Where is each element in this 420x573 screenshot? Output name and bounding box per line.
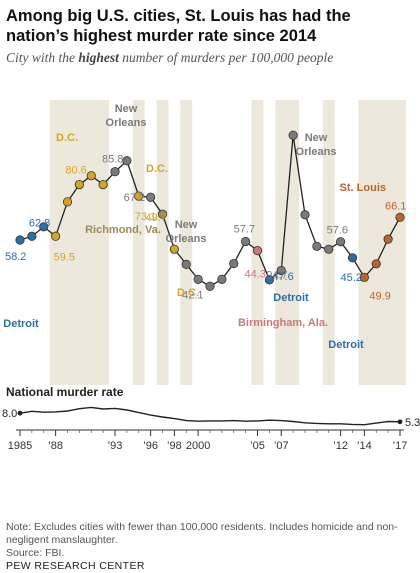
chart-title: Among big U.S. cities, St. Louis has had…	[6, 7, 351, 45]
publisher-brand: PEW RESEARCH CENTER	[6, 560, 145, 572]
data-point	[264, 275, 274, 285]
city-label: D.C.	[146, 163, 168, 175]
city-labels: Detroit D.C. New Orleans D.C. Richmond, Va. D.…	[3, 103, 386, 351]
shaded-bands	[49, 100, 406, 385]
x-tick-label: ’88	[48, 440, 63, 452]
city-label: Detroit	[273, 292, 309, 304]
x-tick-label: ’17	[393, 440, 408, 452]
chart-source: Source: FBI.	[6, 547, 65, 559]
shaded-band	[156, 100, 169, 385]
value-label: 49.9	[369, 290, 390, 302]
data-point	[98, 179, 108, 190]
city-label: Detroit	[328, 339, 364, 351]
x-tick-label: ’98	[167, 440, 182, 452]
data-point	[252, 246, 263, 256]
city-label: D.C.	[56, 132, 78, 144]
shaded-band	[275, 100, 300, 385]
value-label: 47.6	[272, 271, 293, 283]
value-label: 67.2	[124, 192, 145, 204]
shaded-band	[251, 100, 264, 385]
value-label: 57.7	[234, 223, 255, 235]
murder-rate-chart: 58.2 62.8 59.5 80.6 85.8 73.1 67.249.7 42.1 57.7…	[2, 100, 420, 452]
city-label: Birmingham, Ala.	[238, 317, 328, 329]
x-tick-label: ’05	[250, 440, 265, 452]
data-point	[359, 272, 369, 282]
data-point	[383, 234, 393, 244]
chart-subtitle: City with the highest number of murders …	[6, 50, 416, 66]
data-point	[157, 209, 168, 219]
subtitle-start: City with the	[6, 50, 79, 65]
city-label: New Orleans	[106, 103, 147, 129]
data-point	[205, 281, 215, 291]
city-label: New Orleans	[166, 219, 207, 245]
data-points	[15, 130, 405, 291]
city-label: New Orleans	[296, 132, 337, 158]
data-point	[62, 197, 73, 207]
data-point	[336, 237, 346, 247]
city-label: St. Louis	[340, 182, 386, 194]
x-tick-label: ’14	[357, 440, 372, 452]
data-point	[134, 191, 144, 201]
data-point	[122, 156, 132, 166]
value-label: 49.7	[146, 212, 167, 224]
data-point	[146, 192, 156, 202]
data-point	[181, 259, 191, 270]
data-point	[312, 241, 322, 251]
x-tick-label: ’96	[143, 440, 158, 452]
city-label: Richmond, Va.	[85, 224, 161, 236]
data-point	[347, 253, 358, 263]
value-label: 85.8	[102, 154, 123, 166]
subtitle-emphasis: highest	[78, 50, 119, 65]
data-point	[300, 210, 310, 220]
x-tick-label: ’12	[333, 440, 348, 452]
data-point	[27, 231, 37, 241]
value-label: 42.1	[182, 289, 203, 301]
data-point	[86, 171, 96, 181]
city-label: D.C.	[177, 287, 199, 299]
data-point	[395, 212, 405, 222]
national-start-label: 8.0	[2, 408, 17, 420]
value-label: 73.1	[135, 211, 156, 223]
data-point	[217, 274, 227, 284]
shaded-band	[180, 100, 193, 385]
data-point	[288, 130, 298, 140]
national-rate-label: National murder rate	[6, 385, 124, 399]
x-tick-label: 2000	[186, 440, 210, 452]
national-end-point	[397, 419, 403, 425]
x-tick-label: ’93	[108, 440, 123, 452]
value-label: 62.8	[29, 217, 50, 229]
value-label: 59.5	[54, 251, 75, 263]
chart-note: Note: Excludes cities with fewer than 10…	[6, 521, 398, 546]
value-label: 44.3	[245, 269, 266, 281]
shaded-band	[132, 100, 145, 385]
national-start-point	[17, 410, 23, 416]
data-point	[51, 231, 61, 241]
x-tick-label: ’07	[274, 440, 289, 452]
data-point	[169, 244, 179, 254]
data-point	[15, 235, 25, 245]
data-point	[74, 179, 84, 190]
data-point	[110, 167, 120, 177]
data-point	[193, 274, 203, 284]
shaded-band	[322, 100, 335, 385]
data-point	[39, 222, 49, 232]
data-point	[276, 265, 286, 276]
data-point	[324, 244, 334, 254]
value-label: 80.6	[65, 165, 86, 177]
value-label: 45.2	[341, 272, 362, 284]
subtitle-end: number of murders per 100,000 people	[118, 50, 334, 65]
value-label: 66.1	[385, 200, 406, 212]
value-label: 58.2	[5, 251, 26, 263]
x-tick-label: 1985	[8, 440, 32, 452]
data-point	[229, 258, 239, 269]
data-point	[241, 236, 251, 247]
shaded-band	[49, 100, 110, 385]
data-point	[371, 259, 381, 269]
national-end-label: 5.3	[405, 417, 420, 429]
city-label: Detroit	[3, 318, 39, 330]
shaded-band	[358, 100, 406, 385]
value-label: 94.7	[266, 269, 287, 281]
value-label: 57.6	[327, 225, 348, 237]
national-rate-line	[19, 406, 401, 426]
